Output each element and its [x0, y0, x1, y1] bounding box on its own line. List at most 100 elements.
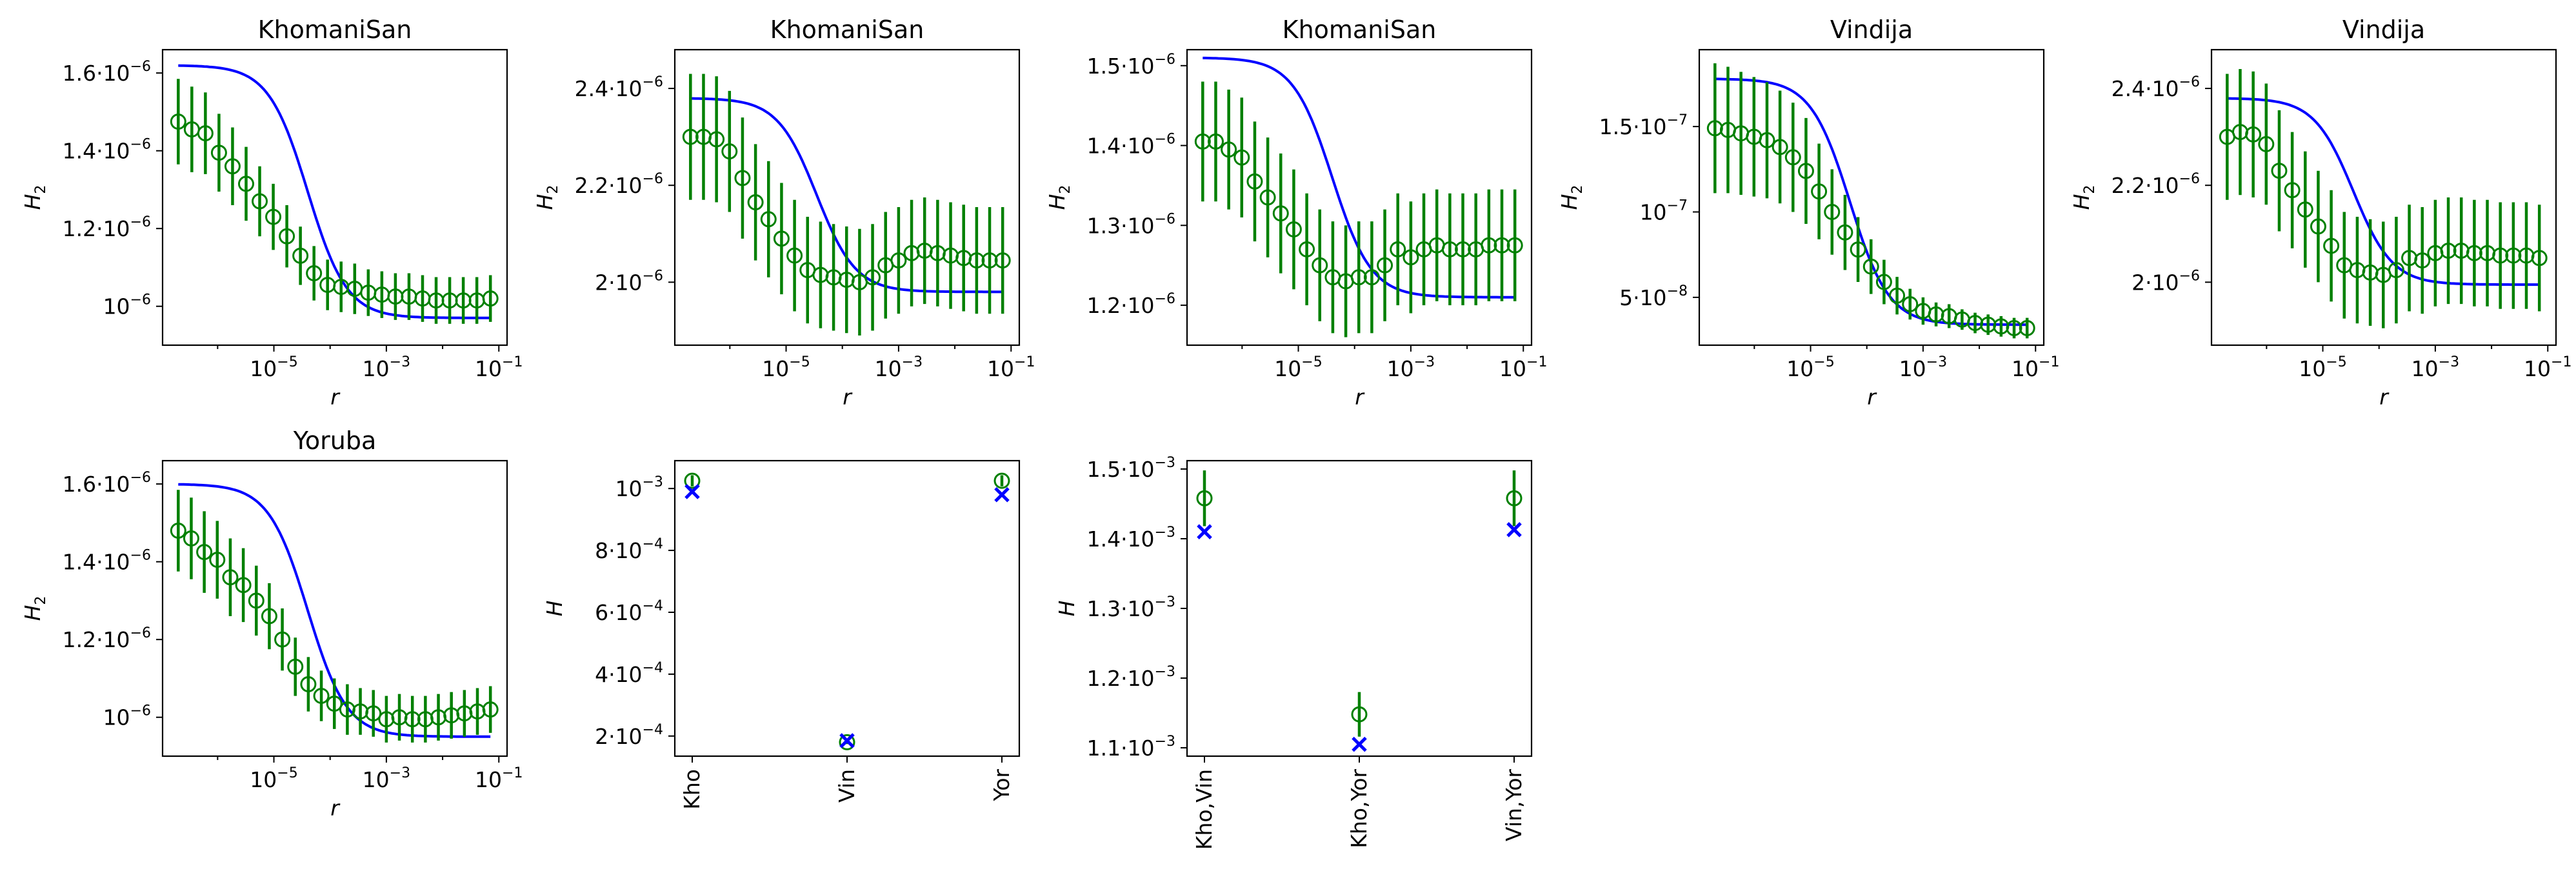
tick-mantissa: 1.1: [1087, 736, 1121, 761]
data-point: [404, 711, 421, 728]
data-point: [2414, 252, 2431, 269]
tick-exponent: −3: [2439, 354, 2459, 370]
tick-base: 10: [875, 356, 902, 381]
data-point: [2466, 245, 2482, 261]
tick-times: ·: [608, 724, 615, 749]
tick-times: ·: [1121, 736, 1128, 761]
tick-exponent: −6: [130, 703, 151, 719]
y-tick-label: 1.1·10−3: [1087, 734, 1175, 761]
panel-title: Vindija: [1830, 15, 1913, 44]
tick-base: 10: [1387, 356, 1414, 381]
tick-times: ·: [1121, 596, 1128, 621]
tick-times: ·: [96, 61, 103, 86]
y-axis-label: H2: [20, 596, 49, 621]
tick-base: 10: [1128, 666, 1155, 691]
y-axis-label: H2: [20, 185, 49, 210]
plot-frame: [674, 459, 1021, 757]
tick-base: 10: [1640, 200, 1667, 225]
data-point: [1506, 237, 1523, 254]
tick-exponent: −5: [789, 354, 810, 370]
tick-exponent: −4: [643, 536, 663, 552]
data-point: [747, 194, 764, 211]
y-tick-label: 1.5·10−3: [1087, 455, 1175, 482]
tick-mantissa: 2.4: [2112, 76, 2145, 101]
tick-base: 10: [1128, 293, 1155, 318]
data-point: [326, 696, 343, 712]
tick-exponent: −3: [902, 354, 923, 370]
data-point: [2258, 135, 2275, 152]
tick-mantissa: 2: [595, 724, 608, 749]
tick-mantissa: 5: [1619, 285, 1633, 310]
data-point: [721, 143, 738, 160]
y-tick-label: 2.4·10−6: [2112, 74, 2200, 101]
tick-base: 10: [2152, 173, 2179, 198]
tick-times: ·: [1121, 526, 1128, 552]
tick-times: ·: [1633, 285, 1640, 310]
tick-exponent: −3: [1926, 354, 1947, 370]
tick-mantissa: 2.2: [2112, 173, 2145, 198]
tick-times: ·: [1121, 54, 1128, 79]
data-point: [197, 125, 214, 142]
tick-exponent: −6: [130, 137, 151, 153]
ylabel-sub: 2: [33, 185, 49, 194]
y-tick-label: 10−6: [103, 292, 151, 319]
tick-exponent: −6: [1155, 132, 1175, 148]
ylabel-main: H: [532, 194, 557, 210]
plot-frame: [161, 459, 508, 757]
panel-8: Kho,Vin Kho,Yor Vin,Yor1.1·10−31.2·10−31.3…: [1054, 455, 1533, 850]
tick-exponent: −7: [1667, 198, 1688, 214]
tick-exponent: −6: [130, 470, 151, 486]
y-tick-label: 1.6·10−6: [63, 59, 151, 86]
data-point: [2310, 218, 2326, 235]
tick-exponent: −1: [502, 354, 523, 370]
data-point: [786, 247, 803, 264]
category-label: Kho,Vin: [1192, 769, 1217, 850]
y-tick-label: 8·10−4: [595, 536, 663, 563]
plot-frame: [2210, 48, 2557, 346]
tick-exponent: −1: [2551, 354, 2571, 370]
data-point: [1759, 132, 1775, 148]
tick-exponent: −1: [1014, 354, 1035, 370]
tick-base: 10: [475, 356, 502, 381]
data-point: [1455, 241, 1472, 257]
data-point: [1824, 204, 1841, 221]
data-point: [482, 290, 499, 307]
ylabel-sub: 2: [1570, 185, 1586, 194]
data-point: [170, 113, 186, 130]
tick-times: ·: [1121, 293, 1128, 318]
category-label: Kho,Yor: [1346, 769, 1372, 848]
tick-exponent: −6: [643, 74, 663, 90]
tick-times: ·: [608, 600, 615, 625]
data-point: [760, 211, 777, 228]
tick-base: 10: [1640, 285, 1667, 310]
tick-base: 10: [2152, 270, 2179, 295]
data-point: [1837, 224, 1853, 241]
x-tick-label: 10−3: [2411, 354, 2459, 381]
tick-exponent: −5: [1813, 354, 1834, 370]
y-tick-label: 5·10−8: [1619, 283, 1688, 310]
x-tick-label: 10−1: [2012, 354, 2059, 381]
y-tick-label: 1.5·10−7: [1599, 112, 1688, 139]
tick-mantissa: 1.2: [1087, 293, 1121, 318]
y-tick-label: 2.2·10−6: [2112, 171, 2200, 198]
tick-exponent: −5: [2326, 354, 2346, 370]
tick-base: 10: [103, 472, 130, 497]
data-point: [684, 472, 701, 489]
data-point: [210, 145, 227, 161]
y-tick-label: 2·10−4: [595, 722, 663, 749]
tick-times: ·: [96, 216, 103, 241]
data-point: [1285, 221, 1302, 238]
tick-exponent: −4: [643, 598, 663, 614]
tick-exponent: −4: [643, 660, 663, 676]
tick-mantissa: 1.4: [63, 139, 96, 164]
tick-times: ·: [96, 550, 103, 575]
data-point: [2297, 201, 2313, 218]
data-point: [1811, 183, 1828, 200]
data-point: [261, 608, 277, 625]
tick-base: 10: [2411, 356, 2439, 381]
data-point: [1350, 269, 1367, 286]
data-point: [2284, 182, 2301, 199]
x-tick-label: 10−5: [762, 354, 810, 381]
